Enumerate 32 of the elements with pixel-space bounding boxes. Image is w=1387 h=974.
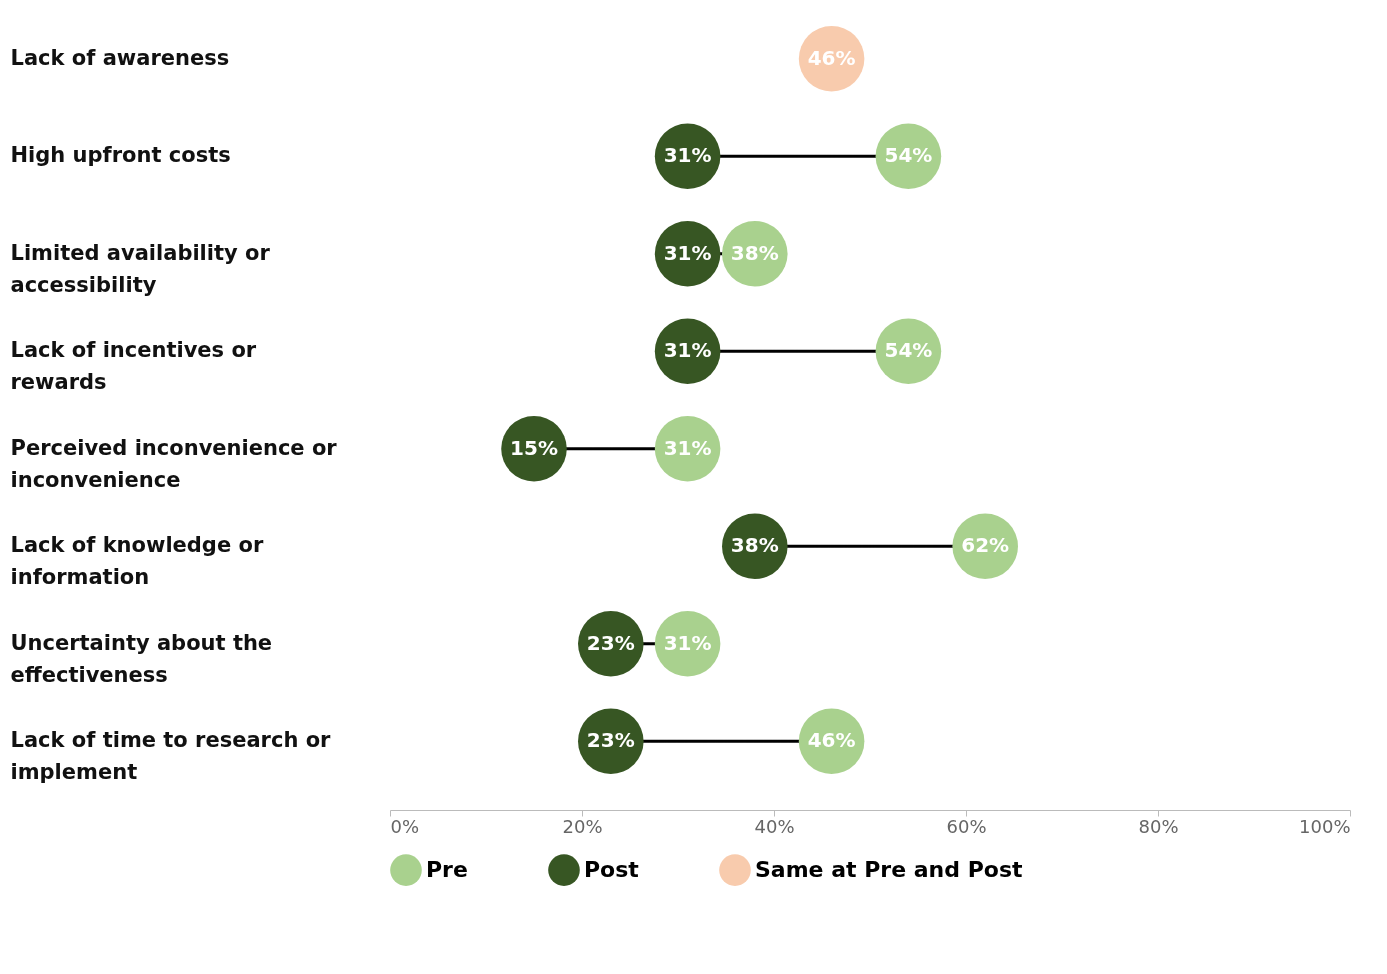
data-label: 31%	[663, 630, 712, 655]
data-label: 31%	[663, 338, 712, 363]
legend-label: Same at Pre and Post	[755, 857, 1024, 883]
data-label: 46%	[807, 728, 856, 753]
y-tick-label: Limited availability or accessibility	[10, 240, 271, 297]
x-tick-label: 20%	[562, 815, 603, 837]
y-tick-label: Perceived inconvenience or inconvenience	[10, 435, 338, 492]
legend-label: Pre	[426, 857, 468, 883]
data-label: 23%	[586, 630, 635, 655]
data-label: 54%	[884, 143, 933, 168]
x-tick-label: 60%	[946, 815, 987, 837]
data-label: 23%	[586, 728, 635, 753]
data-label: 31%	[663, 240, 712, 265]
x-tick-label: 80%	[1138, 815, 1179, 837]
y-tick-label: Lack of knowledge or information	[10, 533, 264, 590]
y-tick-label: High upfront costs	[10, 143, 231, 168]
x-tick-label: 100%	[1299, 815, 1351, 837]
data-label: 31%	[663, 435, 712, 460]
data-label: 15%	[510, 435, 558, 460]
data-label: 54%	[884, 338, 933, 363]
legend-label: Post	[584, 857, 640, 883]
x-tick-label: 0%	[390, 815, 420, 837]
y-tick-label: Lack of awareness	[10, 45, 230, 70]
y-tick-label: Lack of incentives or rewards	[10, 338, 257, 395]
x-tick-label: 40%	[754, 815, 795, 837]
data-label: 38%	[730, 533, 779, 558]
data-label: 38%	[730, 240, 779, 265]
data-label: 46%	[807, 45, 856, 70]
y-tick-label: Lack of time to research or implement	[10, 728, 332, 785]
data-label: 62%	[961, 533, 1010, 558]
y-tick-label: Uncertainty about the effectiveness	[10, 630, 273, 687]
data-label: 31%	[663, 143, 712, 168]
